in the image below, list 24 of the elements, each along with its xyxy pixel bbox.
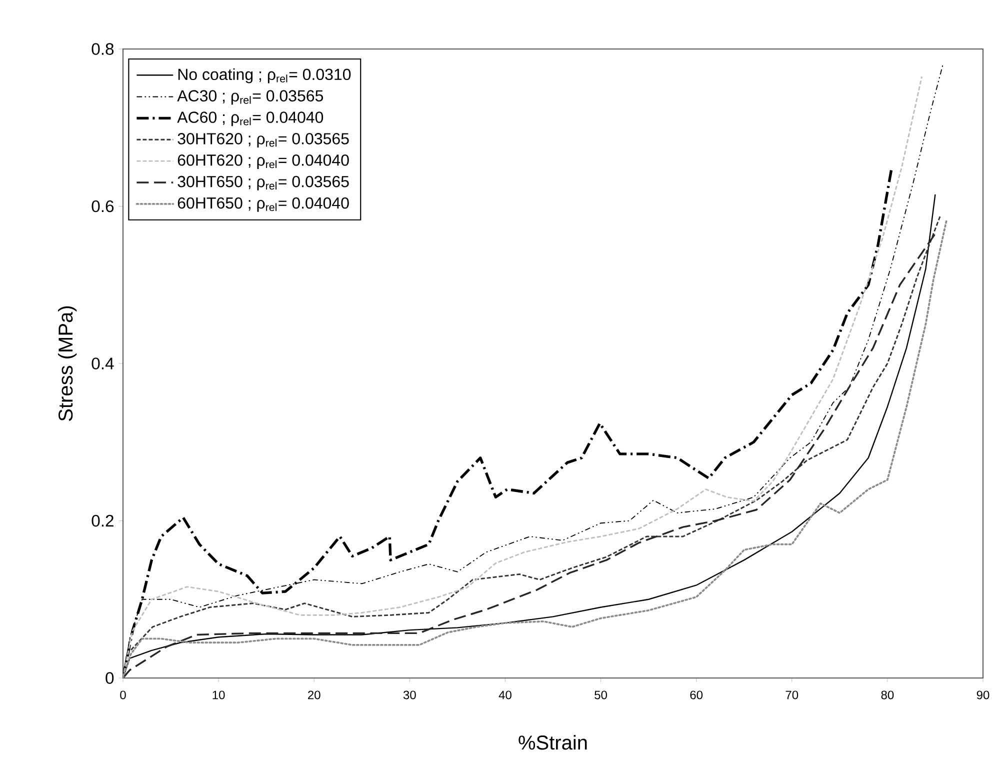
legend-label: 60HT650 ; ρ$_{rel}$= 0.04040 xyxy=(178,197,349,212)
x-tick-label: 40 xyxy=(498,690,512,700)
legend-label: 60HT620 ; ρ$_{rel}$= 0.04040 xyxy=(178,154,349,169)
y-tick-label: 0.2 xyxy=(92,514,114,527)
y-axis-title: Stress (MPa) xyxy=(58,306,77,421)
x-tick-label: 90 xyxy=(976,690,990,700)
y-tick-label: 0.8 xyxy=(92,43,114,55)
legend-label: AC60 ; ρ$_{rel}$= 0.04040 xyxy=(177,112,324,126)
legend-label: 30HT650 ; ρ$_{rel}$= 0.03565 xyxy=(178,176,349,190)
legend-label: No coating ; ρ$_{rel}$= 0.0310 xyxy=(178,68,351,84)
x-axis-title: %Strain xyxy=(518,735,587,750)
x-tick-label: 50 xyxy=(594,690,607,700)
x-tick-label: 60 xyxy=(690,690,703,700)
y-tick-label: 0.4 xyxy=(92,358,114,370)
x-tick-label: 10 xyxy=(212,690,225,700)
x-tick-label: 0 xyxy=(120,690,126,700)
y-tick-label: 0.6 xyxy=(92,200,114,212)
x-tick-label: 30 xyxy=(403,690,416,700)
x-tick-label: 80 xyxy=(881,690,894,700)
legend-label: AC30 ; ρ$_{rel}$= 0.03565 xyxy=(177,90,324,105)
legend-label: 30HT620 ; ρ$_{rel}$= 0.03565 xyxy=(178,133,349,148)
y-tick-label: 0 xyxy=(106,672,114,684)
x-tick-label: 70 xyxy=(786,690,798,700)
x-tick-label: 20 xyxy=(308,690,320,700)
